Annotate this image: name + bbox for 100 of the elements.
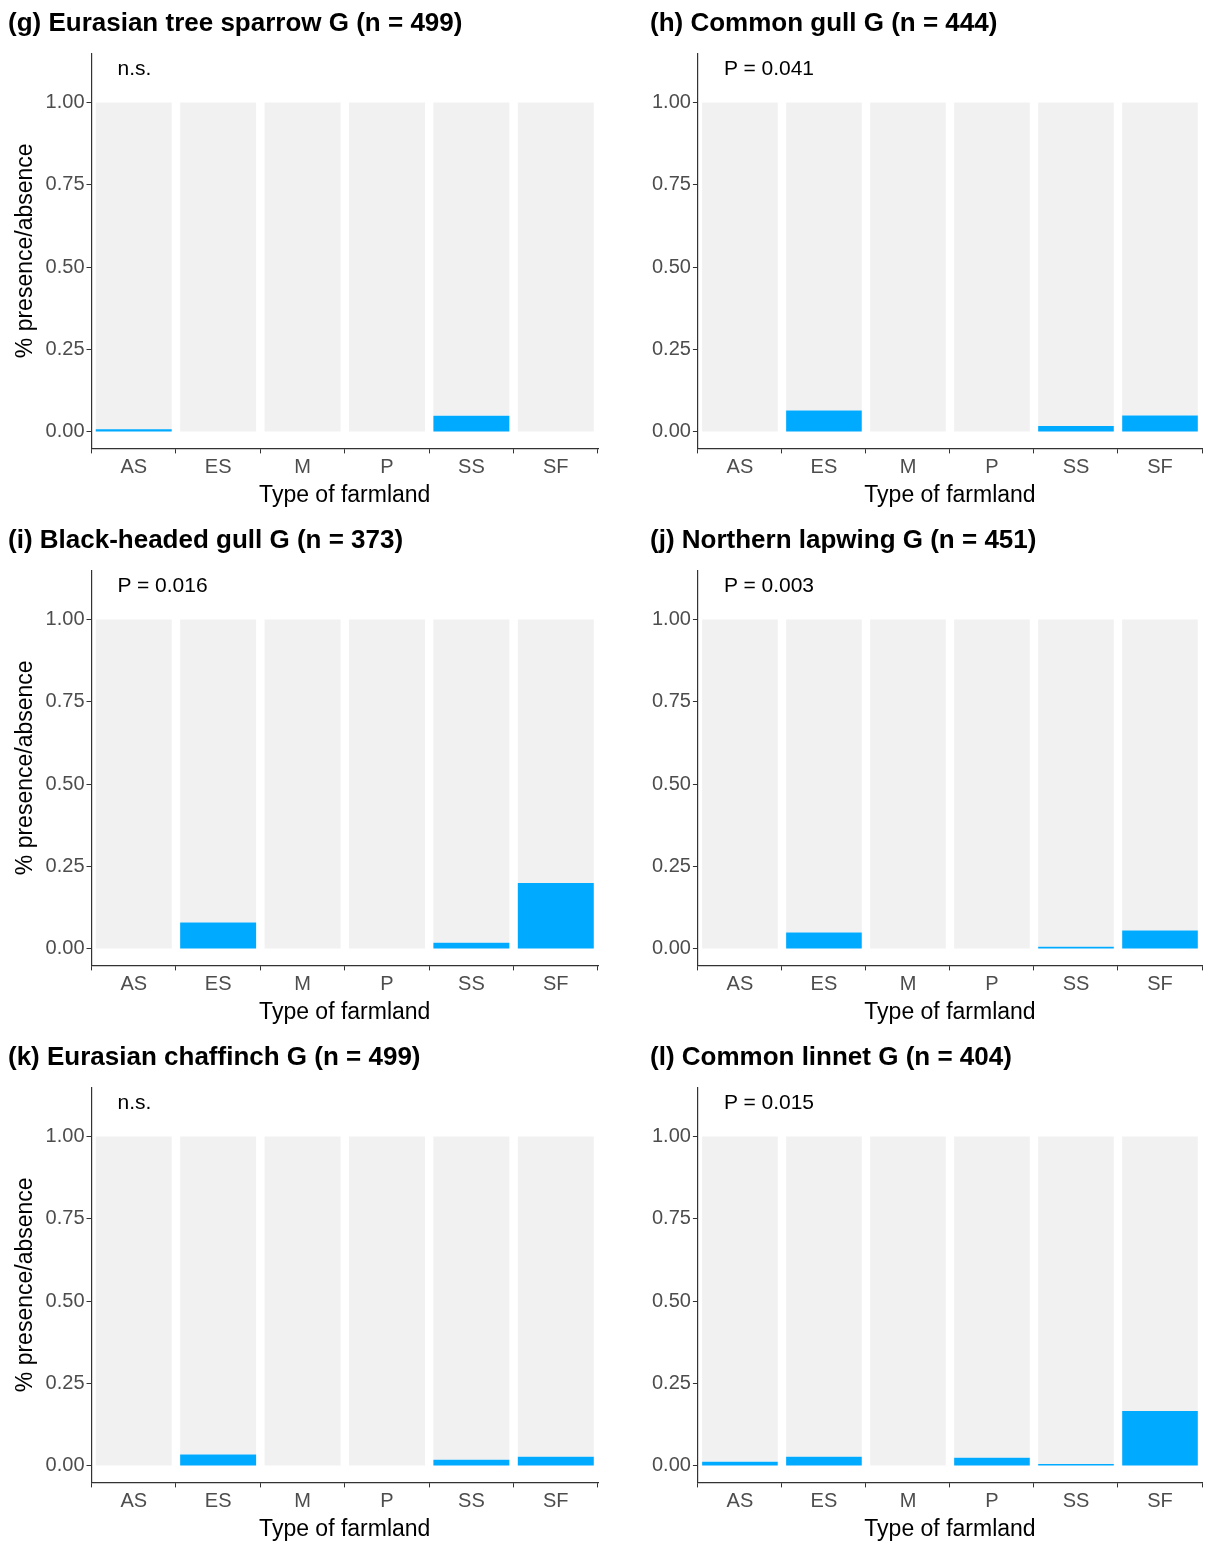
bar (954, 1457, 1030, 1466)
annotation: n.s. (117, 1090, 152, 1114)
bar (517, 883, 594, 949)
bar (180, 619, 257, 923)
x-tick-label: SS (1062, 971, 1090, 994)
bar (786, 932, 862, 949)
annotation: P = 0.015 (723, 1090, 815, 1114)
bar (786, 619, 862, 933)
y-tick-label: 0.50 (651, 771, 691, 794)
bar (517, 619, 594, 884)
x-tick-label: AS (726, 454, 754, 477)
bar (433, 1136, 510, 1460)
x-axis-title: Type of farmland (259, 480, 431, 507)
y-tick-label: 1.00 (651, 607, 691, 630)
bar (786, 102, 862, 411)
chart-title: (g) Eurasian tree sparrow G (n = 499) (8, 6, 463, 37)
x-tick-label: SS (458, 454, 485, 477)
bar (433, 102, 510, 416)
y-tick-label: 0.25 (651, 337, 691, 360)
y-tick-label: 0.50 (45, 771, 85, 794)
y-tick-label: 0.00 (45, 1453, 85, 1476)
x-tick-label: M (899, 971, 917, 994)
x-tick-label: ES (204, 1488, 232, 1511)
chart-title: (i) Black-headed gull G (n = 373) (8, 523, 404, 554)
x-tick-label: AS (120, 971, 148, 994)
bar (433, 415, 510, 432)
y-tick-label: 0.50 (651, 1288, 691, 1311)
x-axis-title: Type of farmland (864, 480, 1036, 507)
bar (95, 429, 172, 432)
y-tick-label: 0.50 (45, 254, 85, 277)
x-tick-label: P (985, 1488, 999, 1511)
x-tick-label: M (294, 1488, 311, 1511)
chart-title: (j) Northern lapwing G (n = 451) (650, 523, 1037, 554)
y-tick-label: 0.25 (651, 854, 691, 877)
x-tick-label: SF (543, 1488, 569, 1511)
x-axis-title: Type of farmland (864, 1514, 1036, 1541)
x-tick-label: P (380, 1488, 394, 1511)
y-tick-label: 0.50 (45, 1288, 85, 1311)
bar (1122, 415, 1198, 432)
y-tick-label: 0.25 (45, 854, 85, 877)
x-tick-label: P (380, 454, 394, 477)
x-tick-label: SS (1062, 1488, 1090, 1511)
y-axis-title: % presence/absence (11, 143, 38, 359)
bar (180, 922, 257, 949)
bar (517, 1136, 594, 1457)
y-axis-title: % presence/absence (11, 660, 38, 876)
x-tick-label: ES (204, 454, 232, 477)
x-tick-label: AS (120, 454, 148, 477)
x-tick-label: SF (1147, 971, 1173, 994)
y-tick-label: 0.00 (651, 936, 691, 959)
x-tick-label: AS (120, 1488, 148, 1511)
y-tick-label: 0.50 (651, 254, 691, 277)
chart-title: (l) Common linnet G (n = 404) (650, 1040, 1012, 1071)
x-axis-title: Type of farmland (864, 997, 1036, 1024)
bar (786, 1456, 862, 1466)
bar (1122, 930, 1198, 949)
x-tick-label: SF (1147, 1488, 1173, 1511)
x-tick-label: SS (458, 1488, 485, 1511)
x-tick-label: P (985, 454, 999, 477)
bar (954, 1136, 1030, 1458)
bar (1122, 102, 1198, 416)
bar (786, 1136, 862, 1457)
chart-title: (k) Eurasian chaffinch G (n = 499) (8, 1040, 421, 1071)
bar (1038, 1136, 1114, 1464)
bar (517, 1456, 594, 1466)
x-tick-label: M (294, 971, 311, 994)
x-axis-title: Type of farmland (259, 1514, 431, 1541)
x-tick-label: ES (204, 971, 232, 994)
annotation: P = 0.003 (723, 573, 815, 597)
bar (1122, 1136, 1198, 1411)
bar (702, 1136, 778, 1462)
y-tick-label: 0.25 (45, 1371, 85, 1394)
chart-title: (h) Common gull G (n = 444) (650, 6, 998, 37)
y-tick-label: 0.00 (651, 1453, 691, 1476)
y-tick-label: 0.75 (651, 172, 691, 195)
x-axis-title: Type of farmland (259, 997, 431, 1024)
x-tick-label: M (899, 454, 917, 477)
y-tick-label: 1.00 (45, 607, 85, 630)
bar (1038, 102, 1114, 427)
x-tick-label: SF (543, 971, 569, 994)
annotation: P = 0.041 (723, 56, 815, 80)
x-tick-label: ES (810, 971, 838, 994)
bar (180, 1454, 257, 1466)
bar (786, 410, 862, 432)
x-tick-label: SS (1062, 454, 1090, 477)
bar (95, 102, 172, 430)
y-tick-label: 0.25 (651, 1371, 691, 1394)
y-tick-label: 0.75 (45, 172, 85, 195)
bar (433, 619, 510, 943)
y-tick-label: 0.00 (45, 936, 85, 959)
y-tick-label: 0.00 (45, 419, 85, 442)
x-tick-label: SF (543, 454, 569, 477)
annotation: P = 0.016 (117, 573, 208, 597)
bar (1122, 619, 1198, 931)
x-tick-label: P (380, 971, 394, 994)
x-tick-label: ES (810, 1488, 838, 1511)
annotation: n.s. (117, 56, 152, 80)
bar (180, 1136, 257, 1455)
y-tick-label: 0.75 (651, 689, 691, 712)
x-tick-label: M (294, 454, 311, 477)
